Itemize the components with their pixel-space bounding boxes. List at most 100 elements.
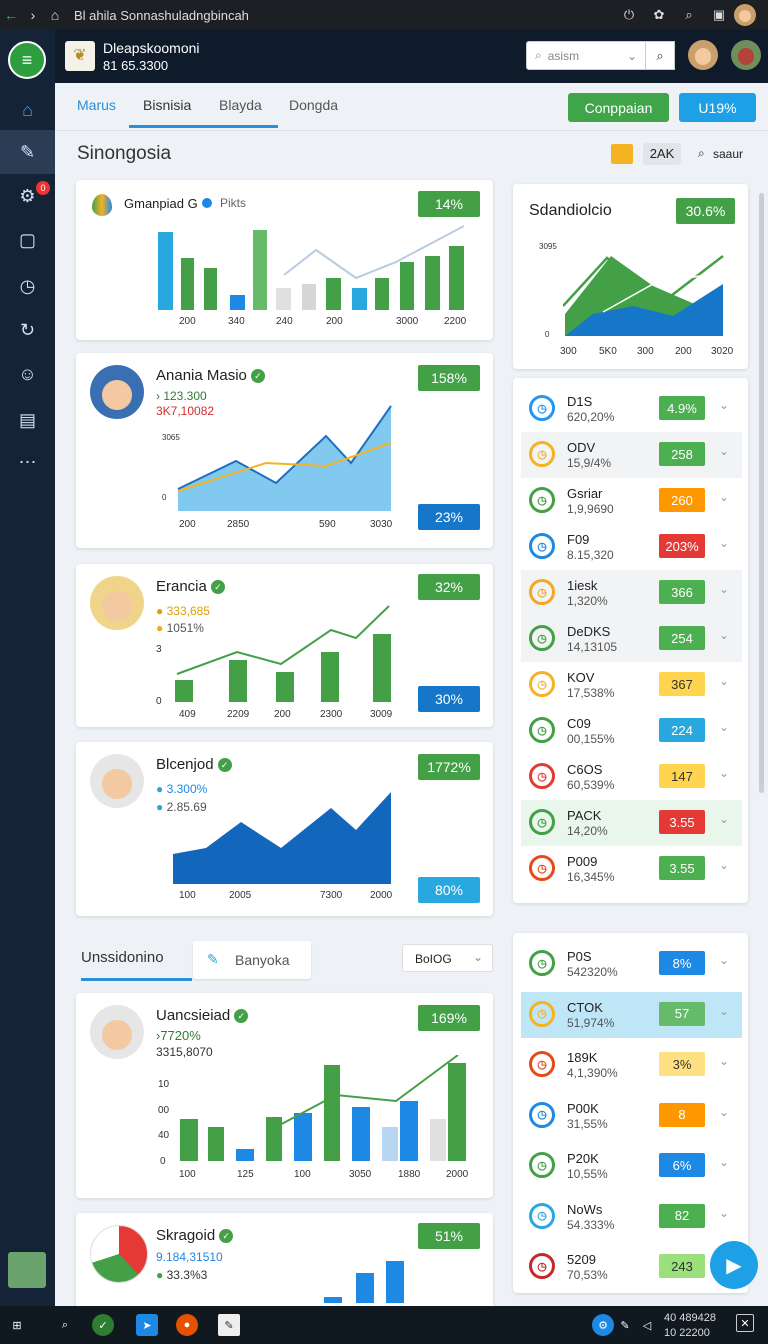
list-item[interactable]: ◷ Gsriar 1,9,9690 260 ⌄	[521, 478, 742, 524]
y-tick: 0	[156, 696, 162, 707]
gear-icon[interactable]: ⚙ 0	[0, 174, 55, 218]
chevron-down-icon[interactable]: ⌄	[719, 398, 730, 412]
tools-icon[interactable]: ✎	[620, 1319, 630, 1332]
volume-icon[interactable]: ◁	[642, 1319, 652, 1332]
chevron-down-icon[interactable]: ⌄	[719, 1003, 730, 1018]
x-tick: 100	[179, 890, 196, 901]
tab-banyoka[interactable]: ✎ Banyoka	[193, 941, 311, 979]
tab-bisnisia[interactable]: Bisnisia	[129, 97, 206, 128]
user-avatar-1[interactable]	[688, 40, 718, 70]
app-icon-2[interactable]: ➤	[136, 1314, 158, 1336]
home-icon[interactable]: ⌂	[22, 99, 33, 120]
card-badge: 14%	[418, 191, 480, 217]
list-item[interactable]: ◷ P00K 31,55% 8 ⌄	[521, 1093, 742, 1139]
person-value-2: 3K7,10082	[156, 404, 215, 418]
list-icon[interactable]: ▤	[18, 409, 36, 430]
share-icon[interactable]: ↻	[19, 319, 36, 340]
power-icon[interactable]: ⏻	[623, 7, 635, 22]
item-badge: 258	[659, 442, 705, 466]
section-title[interactable]: Unssidonino	[81, 949, 192, 981]
chevron-down-icon[interactable]: ⌄	[719, 628, 730, 642]
folder-icon[interactable]	[611, 144, 633, 164]
screenshot-icon[interactable]: ▣	[712, 7, 726, 22]
sort-icon[interactable]: ⌕	[698, 146, 705, 160]
item-value: 1,320%	[567, 594, 608, 608]
y-tick: 10	[158, 1079, 170, 1090]
item-value: 00,155%	[567, 732, 615, 746]
search-icon[interactable]: ⌕	[61, 1318, 69, 1331]
tab-dongda[interactable]: Dongda	[289, 97, 339, 113]
chevron-down-icon[interactable]: ⌄	[719, 1205, 730, 1220]
windows-icon[interactable]: ⊞	[12, 1319, 22, 1332]
list-item[interactable]: ◷ D1S 620,20% 4.9% ⌄	[521, 386, 742, 432]
x-tick: 200	[274, 709, 291, 720]
user-avatar[interactable]	[8, 1252, 46, 1288]
list-item[interactable]: ◷ DeDKS 14,13105 254 ⌄	[521, 616, 742, 662]
x-tick: 2300	[320, 709, 343, 720]
chevron-down-icon[interactable]: ⌄	[719, 1155, 730, 1169]
app-logo[interactable]: ≡	[8, 41, 46, 79]
company-button[interactable]: Conppaian	[568, 93, 669, 122]
list-item[interactable]: ◷ P20K 10,55% 6% ⌄	[521, 1143, 742, 1189]
chevron-down-icon[interactable]: ⌄	[719, 858, 730, 872]
user-icon[interactable]: ☺	[18, 363, 37, 384]
chevron-down-icon[interactable]: ⌄	[719, 812, 730, 826]
filter-select[interactable]: BoIOG ⌄	[402, 944, 493, 972]
tab-blayda[interactable]: Blayda	[205, 97, 278, 128]
home-icon[interactable]: ⌂	[50, 7, 60, 23]
list-item[interactable]: ◷ NoWs 54.333% 82 ⌄	[521, 1194, 742, 1240]
play-button[interactable]: ▶	[710, 1241, 758, 1289]
back-button[interactable]: ←	[4, 7, 18, 23]
chevron-down-icon[interactable]: ⌄	[719, 720, 730, 734]
search-button[interactable]: ⌕	[645, 41, 675, 70]
tab-bar: Marus Bisnisia Blayda Dongda Conppaian U…	[55, 83, 768, 131]
list-item[interactable]: ◷ 1iesk 1,320% 366 ⌄	[521, 570, 742, 616]
chevron-down-icon[interactable]: ⌄	[719, 766, 730, 780]
card-badge: 32%	[418, 574, 480, 600]
document-icon[interactable]: ▢	[18, 229, 36, 250]
item-value: 1,9,9690	[567, 502, 614, 516]
chevron-down-icon[interactable]: ⌄	[719, 953, 730, 967]
list-item[interactable]: ◷ PACK 14,20% 3.55 ⌄	[521, 800, 742, 846]
chevron-down-icon[interactable]: ⌄	[719, 536, 730, 550]
list-item[interactable]: ◷ P009 16,345% 3.55 ⌄	[521, 846, 742, 892]
forward-button[interactable]: ›	[30, 7, 36, 23]
network-icon[interactable]: ⚙	[592, 1314, 614, 1336]
list-item[interactable]: ◷ C6OS 60,539% 147 ⌄	[521, 754, 742, 800]
notification-icon[interactable]: ✕	[736, 1314, 754, 1332]
search-icon[interactable]: ⌕	[685, 7, 693, 22]
tab-marus[interactable]: Marus	[77, 97, 116, 113]
scrollbar[interactable]	[759, 193, 764, 793]
chevron-down-icon[interactable]: ⌄	[719, 444, 730, 458]
list-item[interactable]: ◷ C09 00,155% 224 ⌄	[521, 708, 742, 754]
more-icon[interactable]: ⋯	[18, 451, 37, 472]
list-item[interactable]: ◷ KOV 17,538% 367 ⌄	[521, 662, 742, 708]
chevron-down-icon[interactable]: ⌄	[719, 1054, 730, 1068]
list-item[interactable]: ◷ F09 8.15,320 203% ⌄	[521, 524, 742, 570]
chevron-down-icon[interactable]: ⌄	[719, 1104, 730, 1119]
extension-icon[interactable]: ✿	[653, 7, 665, 22]
x-tick: 3000	[396, 316, 419, 327]
chevron-down-icon[interactable]: ⌄	[719, 490, 730, 504]
chevron-down-icon[interactable]: ⌄	[719, 582, 730, 596]
x-tick: 3020	[711, 346, 734, 357]
app-icon-4[interactable]: ✎	[218, 1314, 240, 1336]
profile-avatar[interactable]	[734, 4, 756, 26]
list-item[interactable]: ◷ CTOK 51,974% 57 ⌄	[521, 991, 742, 1038]
count-chip[interactable]: 2AK	[643, 143, 681, 165]
sort-label[interactable]: saaur	[713, 147, 744, 161]
app-icon-3[interactable]: ●	[176, 1314, 198, 1336]
list-item[interactable]: ◷ 189K 4,1,390% 3% ⌄	[521, 1042, 742, 1088]
area-line-chart	[177, 405, 392, 511]
browser-title: Bl ahila Sonnashuladngbincah	[74, 7, 249, 23]
list-item[interactable]: ◷ P0S 542320% 8% ⌄	[521, 941, 742, 987]
u-button[interactable]: U19%	[679, 93, 756, 122]
list-item[interactable]: ◷ ODV 15,9/4% 258 ⌄	[521, 432, 742, 478]
chevron-down-icon[interactable]: ⌄	[719, 674, 730, 688]
app-icon-1[interactable]: ✓	[92, 1314, 114, 1336]
user-avatar-2[interactable]	[731, 40, 761, 70]
clock-icon[interactable]: ◷	[19, 275, 36, 296]
x-tick: 240	[276, 316, 293, 327]
edit-icon[interactable]: ✎	[0, 130, 55, 174]
